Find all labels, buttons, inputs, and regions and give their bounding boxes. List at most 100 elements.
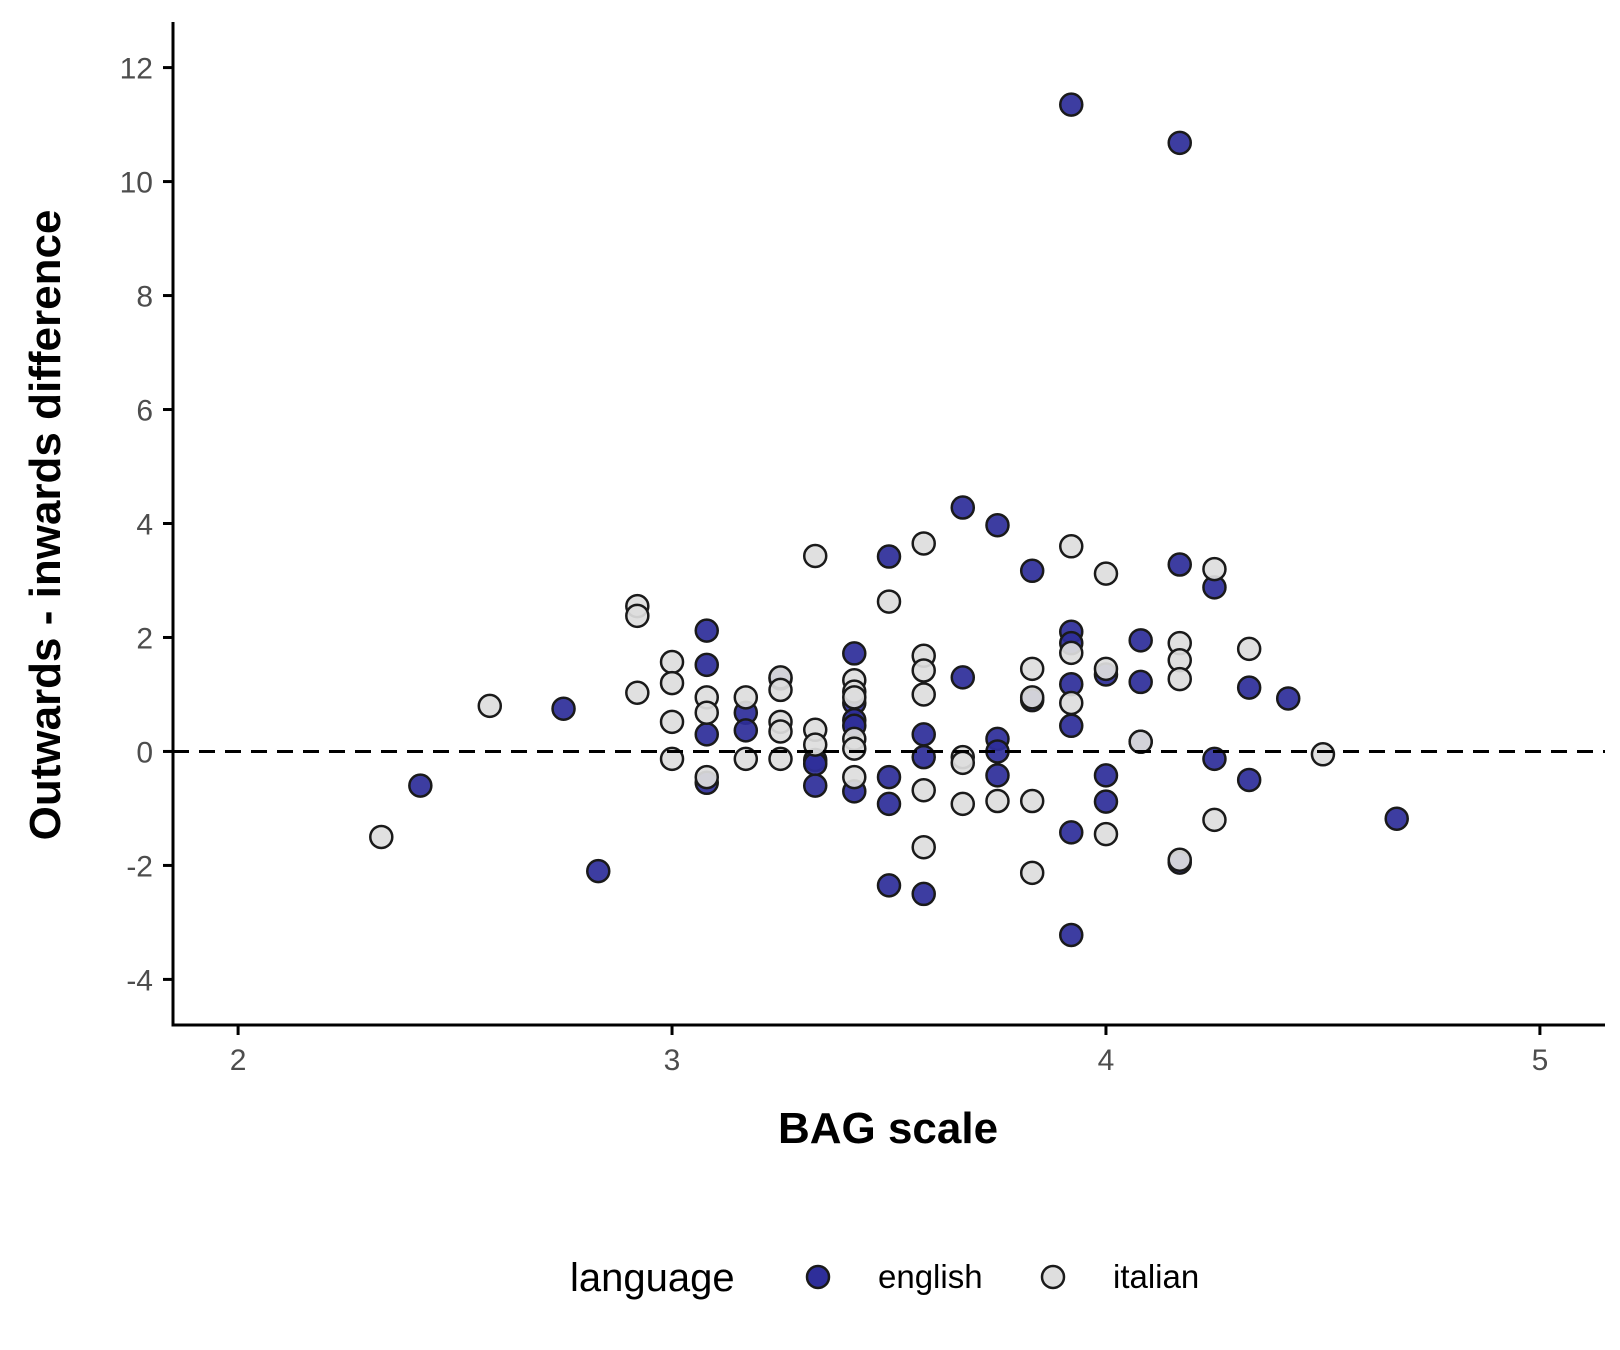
x-tick-label: 2	[230, 1044, 247, 1077]
english-point	[694, 618, 719, 643]
legend-italian-label: italian	[1113, 1258, 1199, 1295]
italian-point	[1019, 788, 1045, 814]
english-point	[1128, 628, 1153, 653]
english-point	[1059, 820, 1084, 845]
italian-point	[694, 764, 719, 790]
italian-point	[733, 746, 759, 772]
italian-point	[911, 682, 936, 707]
english-point	[1167, 552, 1192, 577]
english-point	[1384, 806, 1409, 831]
legend: language english italian	[570, 1256, 1199, 1300]
english-point	[985, 763, 1010, 788]
english-point	[1059, 92, 1084, 117]
english-point	[802, 773, 828, 798]
italian-point	[950, 791, 976, 817]
english-point	[1128, 669, 1153, 695]
italian-point	[1019, 860, 1045, 886]
english-point	[1059, 922, 1084, 948]
y-axis-ticks: -4 -2 0 2 4 6 8 10 12	[120, 53, 173, 997]
italian-point	[768, 719, 793, 744]
english-point	[408, 773, 433, 798]
italian-point	[911, 531, 936, 556]
italian-point	[1093, 656, 1119, 682]
italian-point	[911, 834, 936, 860]
italian-point	[1167, 847, 1192, 872]
english-point	[1093, 763, 1119, 788]
italian-point	[1310, 742, 1336, 767]
italian-point	[1059, 690, 1084, 716]
y-tick-label: 10	[120, 167, 153, 200]
english-point	[694, 722, 719, 747]
english-point	[911, 722, 936, 747]
italian-point	[477, 693, 503, 719]
italian-point	[1019, 656, 1045, 682]
italian-point	[1093, 821, 1119, 847]
italian-point	[876, 589, 902, 614]
english-point	[950, 665, 976, 690]
italian-point	[842, 736, 867, 761]
italian-point	[842, 685, 867, 710]
italian-point	[625, 680, 650, 706]
english-point	[876, 791, 902, 817]
y-tick-label: 8	[136, 281, 153, 314]
english-point	[950, 495, 976, 520]
italian-point	[1019, 685, 1045, 710]
english-point	[1019, 558, 1045, 584]
english-point	[1236, 675, 1262, 700]
english-point	[694, 652, 719, 678]
x-axis-ticks: 2 3 4 5	[230, 1025, 1549, 1077]
italian-point	[1167, 666, 1192, 692]
english-point	[876, 873, 902, 898]
english-point	[876, 544, 902, 569]
italian-point	[842, 764, 867, 790]
english-point	[1167, 130, 1192, 156]
english-point	[1236, 767, 1262, 793]
y-tick-label: -2	[126, 850, 153, 883]
english-point	[586, 858, 611, 884]
italian-point	[369, 824, 394, 850]
legend-english-key	[805, 1264, 831, 1290]
italian-point	[1202, 556, 1227, 582]
italian-point	[659, 709, 685, 735]
legend-italian-key	[1040, 1264, 1066, 1290]
y-tick-label: 2	[136, 622, 153, 655]
english-point	[1059, 713, 1084, 739]
italian-point	[1236, 636, 1262, 662]
english-point	[911, 881, 936, 907]
english-point	[1202, 746, 1227, 772]
english-point	[1275, 686, 1301, 711]
italian-point	[802, 543, 828, 569]
english-point	[733, 718, 759, 743]
italian-point	[911, 777, 936, 803]
y-axis-title: Outwards - inwards difference	[21, 210, 70, 841]
x-axis-title: BAG scale	[778, 1104, 998, 1153]
italian-point	[985, 788, 1010, 814]
italian-point	[733, 685, 759, 710]
y-tick-label: 4	[136, 509, 153, 542]
english-point	[911, 744, 936, 770]
italian-point	[1059, 534, 1084, 559]
legend-title: language	[570, 1256, 735, 1300]
italian-point	[911, 658, 936, 683]
italian-point	[659, 649, 685, 675]
italian-point	[1202, 807, 1227, 833]
italian-point	[625, 603, 650, 629]
italian-point	[950, 750, 976, 776]
legend-english-label: english	[878, 1258, 983, 1295]
english-point	[551, 696, 576, 721]
english-point	[985, 512, 1010, 538]
y-tick-label: 6	[136, 395, 153, 428]
x-tick-label: 4	[1098, 1044, 1115, 1077]
y-tick-label: 12	[120, 53, 153, 86]
y-tick-label: -4	[126, 964, 153, 997]
italian-point	[1128, 729, 1153, 755]
x-tick-label: 5	[1532, 1044, 1549, 1077]
x-tick-label: 3	[664, 1044, 681, 1077]
y-tick-label: 0	[136, 736, 153, 769]
italian-point	[659, 670, 685, 696]
italian-point	[1059, 640, 1084, 666]
english-point	[1093, 789, 1119, 814]
italian-point	[694, 700, 719, 725]
italian-point	[1093, 561, 1119, 586]
